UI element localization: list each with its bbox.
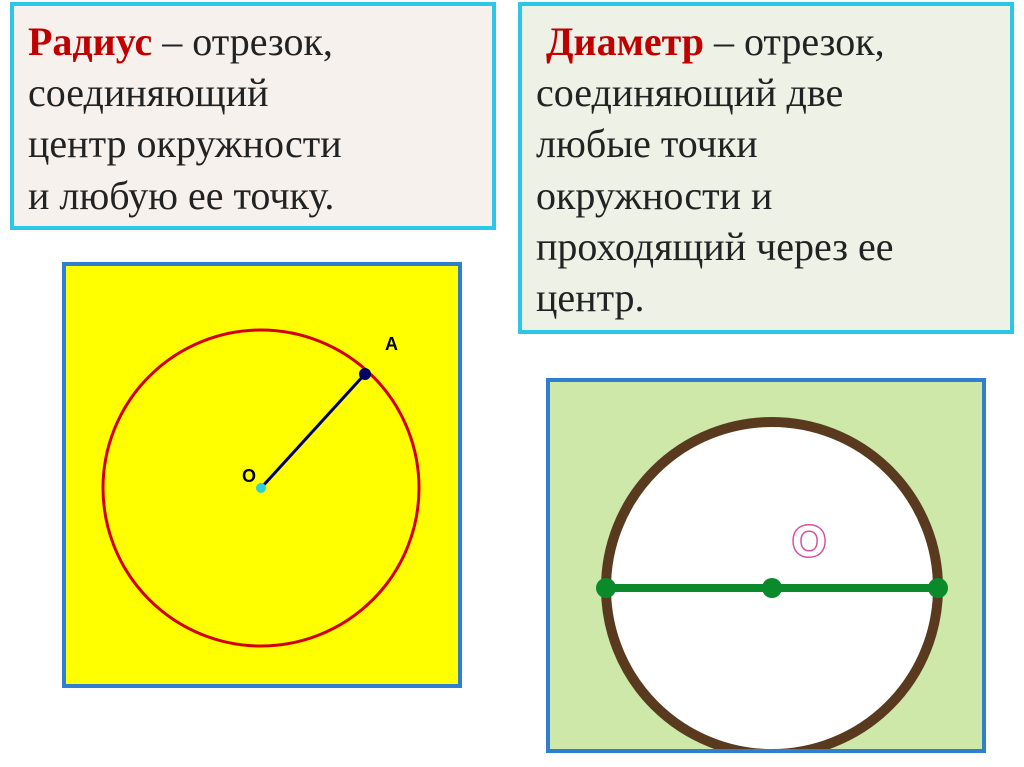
definition-line-5: проходящий через ее	[536, 221, 996, 272]
definition-line-3: любые точки	[536, 118, 996, 169]
radius-rest1: отрезок,	[192, 19, 333, 64]
diameter-sep: –	[704, 19, 744, 64]
diameter-diagram-svg: O	[550, 382, 982, 749]
definition-line-1: Радиус – отрезок,	[28, 16, 478, 67]
definition-line-2: соединяющий две	[536, 67, 996, 118]
radius-figure-center-label: O	[242, 466, 256, 486]
definition-line-6: центр.	[536, 272, 996, 323]
definition-line-3: центр окружности	[28, 118, 478, 169]
definition-line-4: окружности и	[536, 170, 996, 221]
diameter-leading-space	[536, 19, 546, 64]
definition-line-2: соединяющий	[28, 67, 478, 118]
diameter-term: Диаметр	[546, 19, 704, 64]
diameter-rest1: отрезок,	[744, 19, 885, 64]
radius-figure: OA	[62, 262, 462, 688]
definition-line-4: и любую ее точку.	[28, 170, 478, 221]
radius-sep: –	[152, 19, 192, 64]
radius-figure-point-a-label: A	[385, 334, 398, 354]
diameter-figure: O	[546, 378, 986, 753]
diameter-figure-center-label: O	[792, 517, 826, 566]
diameter-definition-box: Диаметр – отрезок, соединяющий две любые…	[518, 2, 1014, 334]
definition-line-1: Диаметр – отрезок,	[536, 16, 996, 67]
radius-diagram-svg: OA	[66, 266, 458, 684]
radius-term: Радиус	[28, 19, 152, 64]
radius-definition-box: Радиус – отрезок, соединяющий центр окру…	[10, 2, 496, 230]
